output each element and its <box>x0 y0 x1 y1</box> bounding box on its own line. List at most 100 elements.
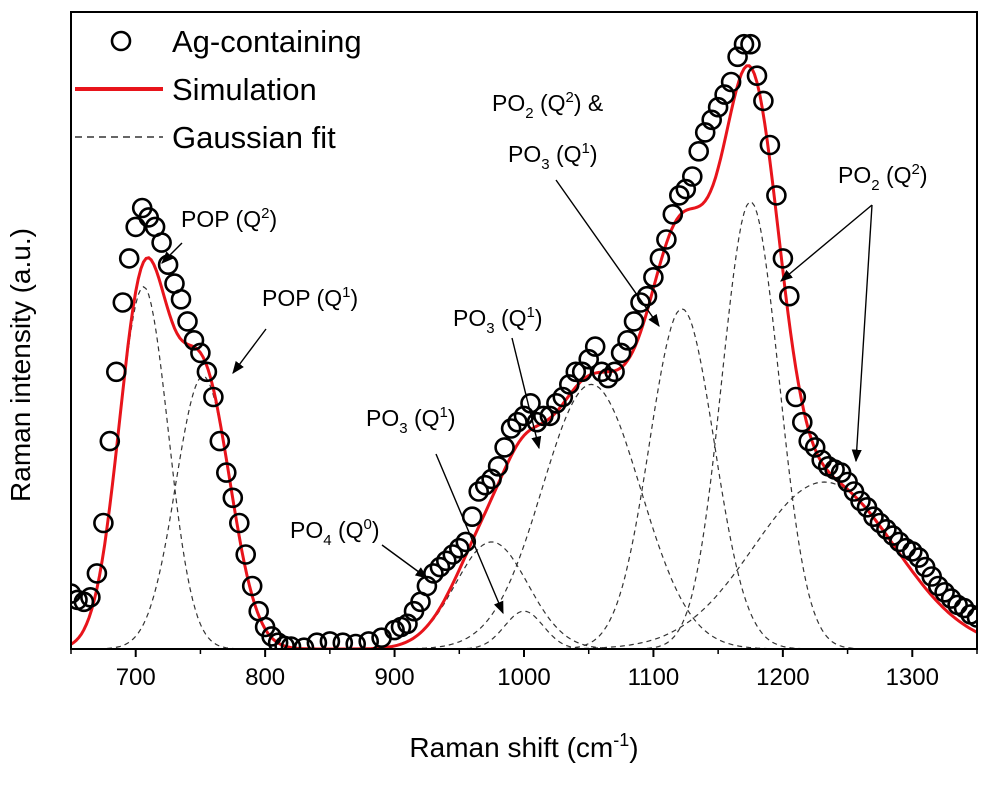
data-point <box>772 248 794 269</box>
legend-label-gaussian: Gaussian fit <box>172 120 336 155</box>
peak-annotations: POP (Q2) POP (Q1) PO4 (Q0) PO3 (Q1) PO3 (Q1)… <box>181 89 928 549</box>
data-point <box>442 544 464 565</box>
legend-label-simulation: Simulation <box>172 72 317 107</box>
data-point <box>216 462 237 483</box>
data-point <box>500 418 522 439</box>
peak-label-2: POP (Q1) <box>262 284 358 311</box>
data-point <box>901 541 923 562</box>
data-point <box>688 141 710 162</box>
legend-label-ag: Ag-containing <box>172 24 362 59</box>
data-point <box>565 361 587 383</box>
data-point <box>934 581 955 603</box>
data-point <box>183 329 205 351</box>
data-point <box>584 336 606 357</box>
data-point <box>481 468 502 490</box>
data-point <box>727 46 748 68</box>
arrow-pop-q1 <box>232 328 267 375</box>
data-point <box>429 556 451 578</box>
x-tick-label: 1100 <box>628 664 680 691</box>
data-point <box>869 512 891 534</box>
data-point <box>882 525 904 546</box>
data-point <box>798 430 820 452</box>
data-point <box>966 607 977 628</box>
data-point <box>850 490 871 512</box>
data-points <box>71 33 977 649</box>
data-point <box>222 487 244 509</box>
data-point <box>623 311 645 332</box>
arrow-po2-q2-b <box>851 204 873 463</box>
data-point <box>474 474 496 496</box>
data-point <box>610 342 632 364</box>
gaussian-fit-8 <box>71 481 977 649</box>
peak-label-1: POP (Q2) <box>181 205 277 232</box>
data-point <box>643 266 664 288</box>
data-point <box>668 185 690 206</box>
data-point <box>435 550 457 572</box>
data-point <box>927 575 949 597</box>
gaussian-fit-4 <box>71 610 977 649</box>
data-point <box>681 166 703 187</box>
data-point <box>533 405 554 427</box>
data-point <box>694 122 716 143</box>
data-point <box>151 232 172 253</box>
data-point <box>630 292 651 313</box>
data-point <box>190 342 211 364</box>
data-point <box>720 71 742 93</box>
peak-label-4: PO3 (Q1) <box>366 404 456 437</box>
data-point <box>552 386 574 408</box>
data-point <box>571 361 593 383</box>
x-axis-title-unit-exponent: -1 <box>613 730 629 750</box>
data-point <box>707 96 729 118</box>
data-point <box>604 361 625 383</box>
data-point <box>306 632 328 649</box>
data-point <box>507 411 528 433</box>
data-point <box>617 329 638 351</box>
x-tick-label: 1000 <box>497 664 550 691</box>
data-point <box>526 411 548 433</box>
data-point <box>494 437 515 458</box>
data-point <box>267 632 289 649</box>
arrow-po3-q1-low <box>435 453 504 615</box>
arrow-po4-q0 <box>381 544 429 579</box>
data-point <box>125 216 146 238</box>
arrow-po3-q1 <box>511 337 542 450</box>
data-point <box>345 633 366 649</box>
data-point <box>112 292 134 313</box>
data-point <box>487 455 509 477</box>
data-point <box>785 386 807 408</box>
data-point <box>597 367 619 389</box>
x-tick-label: 800 <box>245 664 285 691</box>
peak-label-7: PO3 (Q1) <box>508 140 598 173</box>
data-point <box>591 361 613 383</box>
x-tick-label: 1200 <box>756 664 809 691</box>
data-point <box>86 563 108 584</box>
data-point <box>759 134 781 156</box>
data-point <box>539 405 561 427</box>
data-point <box>753 90 774 112</box>
data-point <box>274 635 295 649</box>
data-point <box>209 430 231 452</box>
data-point <box>863 506 884 528</box>
data-point <box>261 626 282 647</box>
data-point <box>203 386 224 408</box>
data-point <box>319 631 341 649</box>
data-point <box>675 178 697 200</box>
legend-marker-ag <box>110 30 132 52</box>
gaussian-fit-7 <box>71 201 977 649</box>
data-point <box>778 285 800 307</box>
gaussian-fit-1 <box>71 286 977 649</box>
data-point <box>280 636 302 649</box>
data-point <box>235 544 256 565</box>
data-point <box>733 33 755 55</box>
data-point <box>293 637 315 649</box>
data-point <box>99 430 121 452</box>
gaussian-fit-5 <box>71 383 977 649</box>
arrow-pop-q2 <box>161 242 183 264</box>
data-point <box>80 586 101 608</box>
data-point <box>455 531 477 553</box>
data-point <box>196 361 218 383</box>
y-axis-title: Raman intensity (a.u.) <box>5 228 36 502</box>
data-point <box>93 512 114 534</box>
data-point <box>546 392 567 414</box>
